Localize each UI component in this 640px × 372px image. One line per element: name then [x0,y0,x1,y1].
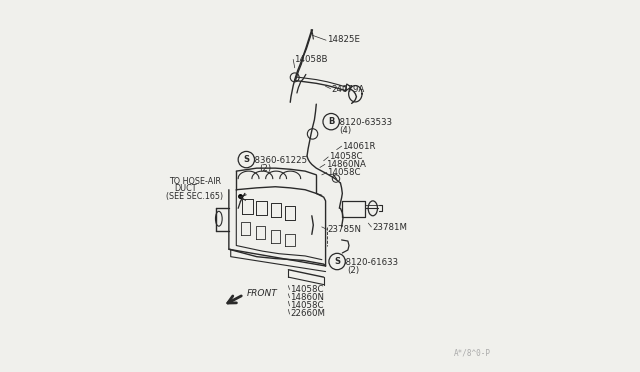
Text: 14058C: 14058C [329,153,362,161]
Text: (4): (4) [340,126,352,135]
Text: 14058C: 14058C [328,168,361,177]
Text: S: S [334,257,340,266]
Text: 14058C: 14058C [291,285,324,294]
Text: 08360-61225: 08360-61225 [250,156,307,165]
Text: 14058B: 14058B [294,55,328,64]
Text: 24079A: 24079A [331,85,364,94]
Text: 08120-63533: 08120-63533 [334,118,392,127]
Text: (2): (2) [260,164,272,173]
Text: B: B [328,117,334,126]
Text: DUCT: DUCT [174,185,196,193]
Text: S: S [243,155,250,164]
Text: 14825E: 14825E [326,35,360,44]
Text: 14860NA: 14860NA [326,160,365,169]
Circle shape [329,253,346,270]
Text: FRONT: FRONT [246,289,277,298]
Text: 14061R: 14061R [342,142,376,151]
Text: (2): (2) [347,266,359,275]
Text: 23781M: 23781M [372,223,407,232]
Text: 14860N: 14860N [291,293,324,302]
Text: 23785N: 23785N [327,225,361,234]
Text: 22660M: 22660M [291,310,325,318]
Text: TO HOSE-AIR: TO HOSE-AIR [170,177,221,186]
Text: A*/8^0-P: A*/8^0-P [454,348,491,357]
Circle shape [238,151,255,168]
Text: (SEE SEC.165): (SEE SEC.165) [166,192,223,201]
Text: 14058C: 14058C [291,301,324,310]
Circle shape [323,113,339,130]
Text: 08120-61633: 08120-61633 [340,258,398,267]
